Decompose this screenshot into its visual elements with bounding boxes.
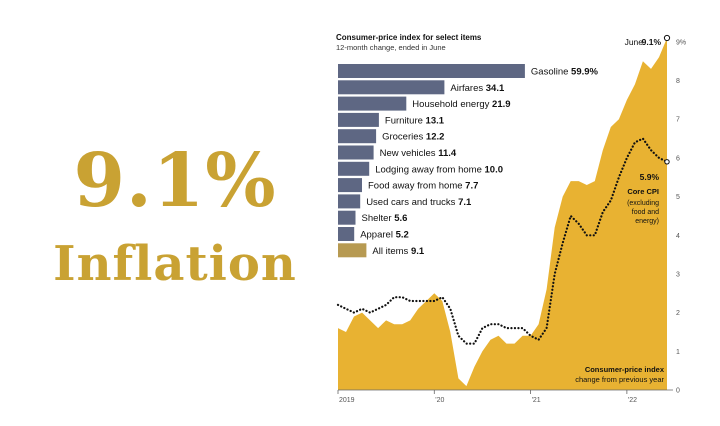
bar-label: All items 9.1 [372,246,424,257]
cpi-end-month-label: June [625,37,644,47]
bar-gasoline [338,64,525,78]
bar-chart-subtitle: 12-month change, ended in June [336,43,446,52]
bar-new-vehicles [338,145,374,160]
bar-food-away-from-home [338,178,362,193]
bar-label: Airfares 34.1 [450,83,505,94]
y-tick-label: 2 [676,310,680,317]
y-tick-label: 7 [676,117,680,124]
y-tick-label: 9% [676,39,686,46]
bar-furniture [338,112,379,127]
x-tick-label: '22 [628,397,637,404]
bar-used-cars-and-trucks [338,194,361,209]
bar-label: Lodging away from home 10.0 [375,164,503,175]
bar-airfares [338,80,445,95]
core-cpi-line [336,137,669,345]
cpi-chart: 2019 '20 '21 '22 0 1 2 3 4 5 6 7 8 9% Gasoline 59.9% A… [336,33,686,404]
bar-household-energy [338,96,407,111]
y-tick-label: 5 [676,194,680,201]
headline-percentage: 9.1% [73,138,277,224]
bar-label: Groceries 12.2 [382,132,444,143]
core-cpi-end-marker [664,159,670,165]
core-cpi-caption: (excluding food and energy) [627,200,659,225]
bar-shelter [338,210,356,225]
bar-label: Furniture 13.1 [385,115,445,126]
cpi-area-layer [338,34,671,390]
y-tick-label: 1 [676,349,680,356]
cpi-end-marker [663,34,671,42]
y-tick-label: 4 [676,233,680,240]
y-tick-label: 0 [676,388,680,395]
bar-lodging-away-from-home [338,161,370,176]
x-tick-label: '20 [435,397,444,404]
bar-all-items [338,243,367,258]
headline-inflation: Inflation [53,236,297,292]
bar-label: New vehicles 11.4 [380,148,457,159]
bar-label: Gasoline 59.9% [531,67,599,78]
y-tick-label: 6 [676,155,680,162]
bar-label: Shelter 5.6 [362,213,408,224]
x-tick-label: 2019 [339,397,355,404]
bar-label: Food away from home 7.7 [368,181,478,192]
cpi-series-caption: change from previous year [575,375,664,384]
cpi-area [338,38,667,390]
bar-label: Household energy 21.9 [412,99,510,110]
core-cpi-label: Core CPI [627,187,659,196]
core-cpi-layer [336,137,670,345]
core-cpi-end-value: 5.9% [640,172,660,182]
cpi-end-value-label: 9.1% [642,37,662,47]
bar-label: Apparel 5.2 [360,230,409,241]
bar-chart-layer: Gasoline 59.9% Airfares 34.1 Household ene… [338,64,599,258]
y-tick-label: 3 [676,271,680,278]
bar-chart-title: Consumer-price index for select items [336,33,482,42]
x-tick-label: '21 [532,397,541,404]
bar-groceries [338,129,377,144]
axis-layer: 2019 '20 '21 '22 0 1 2 3 4 5 6 7 8 9% [337,39,686,404]
bar-apparel [338,227,355,241]
y-tick-label: 8 [676,78,680,85]
bar-label: Used cars and trucks 7.1 [366,197,472,208]
cpi-series-label: Consumer-price index [585,365,665,374]
